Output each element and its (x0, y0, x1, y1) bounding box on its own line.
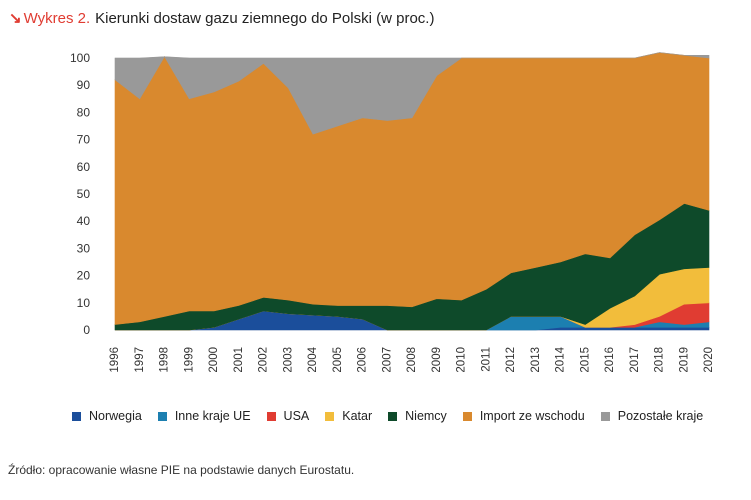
legend-label: Import ze wschodu (479, 409, 585, 423)
y-tick-label: 20 (77, 269, 91, 283)
legend-swatch (462, 411, 472, 421)
x-tick-label: 1997 (134, 347, 146, 373)
legend-item-niemcy: Niemcy (388, 409, 447, 423)
x-tick-label: 2010 (456, 347, 468, 373)
x-tick-label: 2007 (381, 347, 393, 373)
x-tick-label: 2005 (332, 347, 344, 373)
y-tick-label: 100 (70, 51, 90, 65)
legend-item-katar: Katar (325, 409, 372, 423)
x-tick-label: 2006 (357, 347, 369, 373)
chart-title-row: ↘ Wykres 2. Kierunki dostaw gazu ziemnego … (9, 9, 434, 27)
y-tick-label: 70 (77, 133, 91, 147)
legend-label: Norwegia (89, 409, 142, 423)
y-tick-label: 40 (77, 214, 91, 228)
y-tick-label: 10 (77, 296, 91, 310)
legend-label: USA (283, 409, 310, 423)
x-tick-label: 2018 (654, 347, 666, 373)
legend-swatch (388, 411, 398, 421)
chart-legend: Norwegia Inne kraje UE USA Katar Niemcy Impor… (72, 409, 719, 423)
legend-label: Katar (342, 409, 373, 423)
legend-swatch (157, 411, 167, 421)
x-tick-label: 2004 (307, 346, 319, 372)
x-tick-label: 2016 (604, 347, 616, 373)
legend-swatch (72, 411, 81, 421)
y-tick-label: 50 (77, 187, 91, 201)
stacked-area-chart: 0 10 20 30 40 50 60 70 80 90 100 1996 1997 1998 1999 20… (70, 51, 715, 373)
x-tick-label: 2011 (480, 347, 492, 372)
x-tick-label: 1996 (109, 347, 121, 373)
y-tick-label: 0 (83, 323, 90, 337)
x-tick-label: 2015 (579, 347, 591, 373)
y-tick-label: 80 (77, 105, 91, 119)
x-tick-label: 2003 (282, 347, 294, 373)
x-tick-label: 1999 (183, 347, 195, 373)
x-tick-label: 2020 (703, 347, 715, 373)
legend-item-inne-kraje-ue: Inne kraje UE (157, 409, 251, 423)
x-tick-label: 2017 (629, 347, 641, 373)
x-tick-label: 1998 (159, 347, 171, 373)
x-tick-label: 2001 (233, 347, 245, 373)
legend-item-import-ze-wschodu: Import ze wschodu (462, 409, 585, 423)
legend-item-norwegia: Norwegia (72, 409, 142, 423)
legend-label: Pozostałe kraje (617, 409, 704, 423)
chart-title: Kierunki dostaw gazu ziemnego do Polski … (95, 10, 435, 27)
legend-item-usa: USA (266, 409, 310, 423)
area-series-pozosta-e-kraje (114, 52, 710, 135)
x-tick-label: 2014 (555, 346, 567, 372)
arrow-icon: ↘ (9, 10, 22, 27)
y-tick-label: 90 (77, 78, 91, 92)
legend-item-pozosta-e-kraje: Pozostałe kraje (600, 409, 704, 423)
source-note: Źródło: opracowanie własne PIE na podsta… (8, 463, 355, 477)
x-tick-label: 2012 (505, 347, 517, 373)
x-tick-label: 2019 (678, 347, 690, 373)
x-tick-label: 2002 (258, 347, 270, 373)
legend-label: Inne kraje UE (174, 409, 251, 423)
y-tick-label: 60 (77, 160, 91, 174)
legend-swatch (600, 411, 610, 421)
x-tick-label: 2000 (208, 347, 220, 373)
y-tick-label: 30 (77, 241, 91, 255)
legend-swatch (325, 411, 335, 421)
figure-number: Wykres 2. (23, 10, 91, 27)
x-tick-label: 2013 (530, 347, 542, 373)
legend-swatch (266, 411, 276, 421)
legend-label: Niemcy (405, 409, 447, 423)
x-tick-label: 2009 (431, 347, 443, 373)
x-tick-label: 2008 (406, 347, 418, 373)
